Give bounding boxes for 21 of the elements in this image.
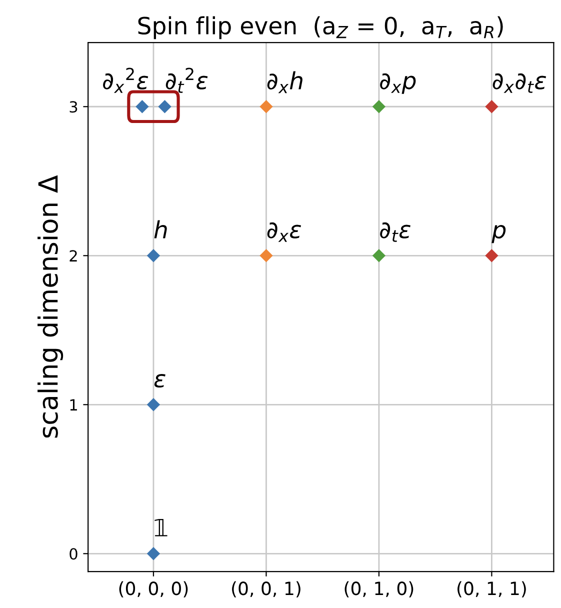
- annotation: 𝟙: [154, 519, 168, 536]
- y-tick-label: 2: [70, 250, 77, 262]
- x-tick-label: (0, 1, 0): [344, 581, 414, 598]
- annotation: ∂$_{x}$p: [380, 73, 416, 94]
- annotation: ε: [154, 374, 166, 388]
- y-tick-label: 1: [70, 399, 77, 410]
- x-tick-label: (0, 0, 1): [232, 581, 300, 598]
- annotation: h: [154, 220, 167, 238]
- annotation: p: [492, 225, 506, 244]
- x-tick-label: (0, 1, 1): [457, 581, 526, 598]
- annotation: ∂$_{x}$∂$_{t}$ε: [492, 73, 546, 93]
- y-axis-title: scaling dimension Δ: [38, 175, 64, 438]
- annotation: ∂$_{x}$ε: [267, 222, 302, 242]
- y-tick-label: 3: [70, 101, 78, 113]
- y-tick-label: 0: [70, 548, 78, 560]
- annotation: ∂$_{x}$h: [267, 71, 302, 94]
- annotation: ∂$_{t}$ε: [380, 222, 410, 242]
- annotation: ∂$_{x}$$^{2}$ε: [103, 68, 148, 93]
- x-tick-label: (0, 0, 0): [119, 581, 188, 598]
- chart-title: Spin flip even (a$_{Z}$ = 0, a$_{T}$, a$_{R}$): [138, 16, 503, 40]
- annotation: ∂$_{t}$$^{2}$ε: [166, 68, 208, 93]
